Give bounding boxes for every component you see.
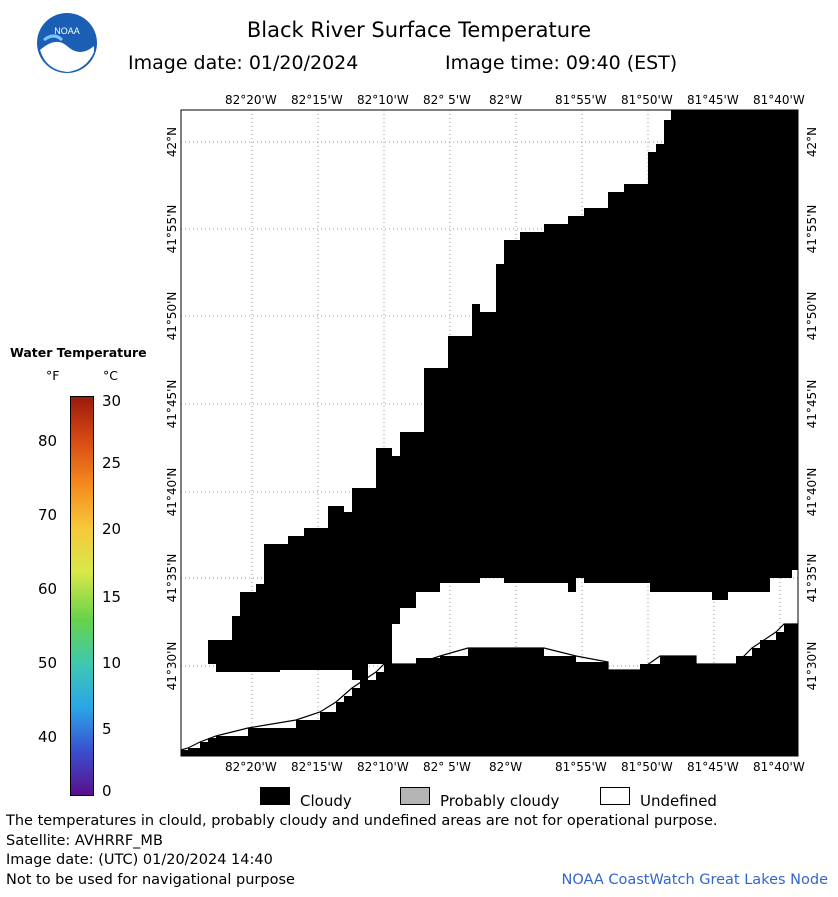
navigation-warning: Not to be used for navigational purpose — [6, 872, 295, 888]
fahrenheit-tick-label: 50 — [38, 654, 58, 672]
lon-label-bottom: 82°15'W — [291, 760, 343, 774]
utc-date: Image date: (UTC) 01/20/2024 14:40 — [6, 852, 273, 868]
lat-label-left: 41°55'N — [165, 204, 179, 254]
place-label-black-river: Black River — [369, 698, 454, 716]
lat-label-right: 41°30'N — [805, 641, 819, 691]
lon-label-top: 81°40'W — [753, 93, 805, 107]
probably-cloudy-region — [181, 624, 798, 756]
map-frame — [180, 109, 799, 757]
celsius-tick-label: 15 — [102, 588, 122, 606]
lon-label-top: 82° 5'W — [423, 93, 471, 107]
celsius-tick-label: 25 — [102, 454, 122, 472]
lat-label-left: 41°35'N — [165, 553, 179, 603]
lat-label-right: 41°45'N — [805, 379, 819, 429]
lat-label-left: 41°40'N — [165, 467, 179, 517]
celsius-tick-label: 5 — [102, 720, 112, 738]
noaa-logo-icon: NOAA — [37, 13, 97, 73]
legend-title: Water Temperature — [10, 345, 147, 360]
page-title: Black River Surface Temperature — [246, 18, 592, 42]
fahrenheit-tick-label: 80 — [38, 432, 58, 450]
lon-label-top: 82°15'W — [291, 93, 343, 107]
temperature-colorbar — [70, 396, 94, 796]
svg-text:NOAA: NOAA — [54, 26, 80, 36]
celsius-tick-label: 20 — [102, 520, 122, 538]
image-date: Image date: 01/20/2024 — [128, 52, 359, 74]
lon-label-top: 82°20'W — [225, 93, 277, 107]
lon-label-top: 82°W — [489, 93, 523, 107]
shoreline — [180, 623, 798, 751]
satellite-info: Satellite: AVHRRF_MB — [6, 833, 163, 849]
noaa-logo: NOAA — [36, 12, 98, 74]
black-river-marker — [364, 682, 374, 692]
fahrenheit-tick-label: 70 — [38, 506, 58, 524]
probably-cloudy-swatch — [400, 787, 430, 805]
lon-label-bottom: 82°10'W — [357, 760, 409, 774]
lon-label-bottom: 81°45'W — [687, 760, 739, 774]
lat-label-left: 41°45'N — [165, 379, 179, 429]
credit-link[interactable]: NOAA CoastWatch Great Lakes Node — [561, 872, 828, 888]
celsius-tick-label: 10 — [102, 654, 122, 672]
lat-label-right: 41°40'N — [805, 467, 819, 517]
lat-label-left: 41°50'N — [165, 291, 179, 341]
lat-label-left: 42°N — [165, 126, 179, 158]
probably-cloudy-label: Probably cloudy — [440, 792, 560, 810]
fahrenheit-tick-label: 60 — [38, 580, 58, 598]
lon-label-bottom: 82° 5'W — [423, 760, 471, 774]
lat-label-right: 41°50'N — [805, 291, 819, 341]
undefined-swatch — [600, 787, 630, 805]
image-time: Image time: 09:40 (EST) — [445, 52, 678, 74]
celsius-tick-label: 0 — [102, 782, 112, 800]
unit-fahrenheit: °F — [46, 368, 60, 383]
lon-label-bottom: 81°50'W — [621, 760, 673, 774]
lon-label-bottom: 82°W — [489, 760, 523, 774]
lon-label-bottom: 82°20'W — [225, 760, 277, 774]
unit-celsius: °C — [103, 368, 118, 383]
lon-label-top: 81°45'W — [687, 93, 739, 107]
cloudy-swatch — [260, 787, 290, 805]
lat-label-right: 41°35'N — [805, 553, 819, 603]
celsius-tick-label: 30 — [102, 392, 122, 410]
lon-label-top: 81°50'W — [621, 93, 673, 107]
cloudy-label: Cloudy — [300, 792, 352, 810]
lon-label-top: 82°10'W — [357, 93, 409, 107]
lat-label-right: 41°55'N — [805, 204, 819, 254]
lon-label-top: 81°55'W — [555, 93, 607, 107]
lon-label-bottom: 81°40'W — [753, 760, 805, 774]
lat-label-right: 42°N — [805, 126, 819, 158]
lat-label-left: 41°30'N — [165, 641, 179, 691]
disclaimer: The temperatures in clould, probably clo… — [6, 813, 718, 829]
fahrenheit-tick-label: 40 — [38, 728, 58, 746]
cloudy-region — [208, 110, 798, 680]
lon-label-bottom: 81°55'W — [555, 760, 607, 774]
undefined-label: Undefined — [640, 792, 717, 810]
